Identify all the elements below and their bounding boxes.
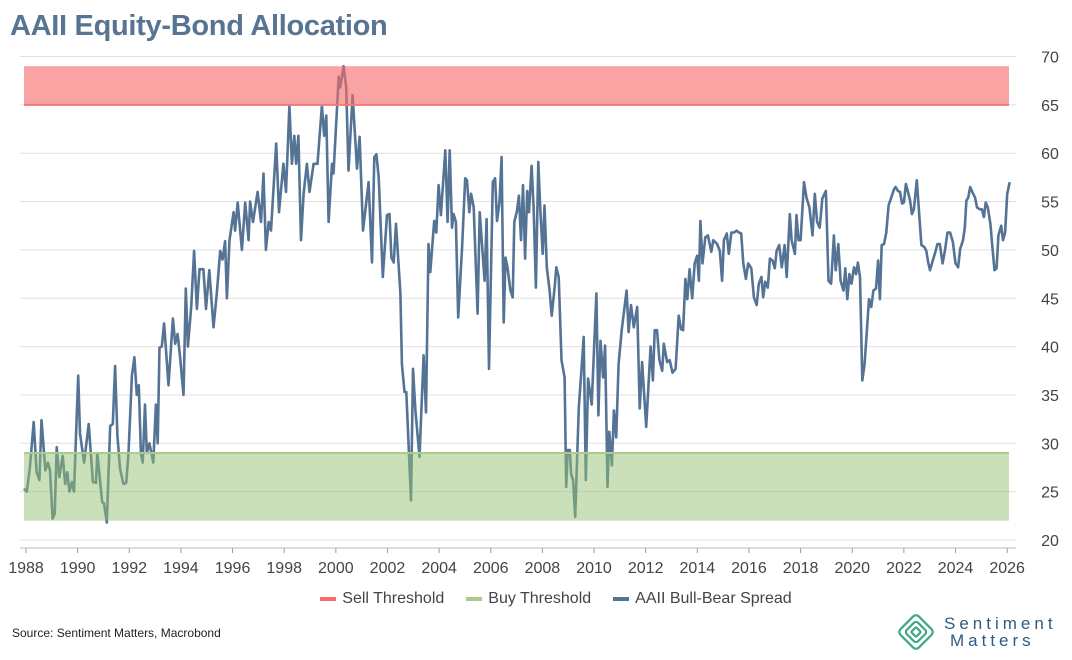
threshold-band-overlays <box>24 66 1009 521</box>
y-tick-label: 45 <box>1041 291 1059 308</box>
x-tick-label: 2012 <box>628 560 664 577</box>
x-tick-label: 2000 <box>318 560 354 577</box>
x-tick-label: 1996 <box>215 560 251 577</box>
legend-swatch-line <box>613 597 630 601</box>
legend-item-bull-bear-spread: AAII Bull-Bear Spread <box>613 590 792 608</box>
y-tick-label: 35 <box>1041 388 1059 405</box>
x-tick-label: 2002 <box>370 560 406 577</box>
y-tick-label: 65 <box>1041 98 1059 115</box>
x-tick-label: 1992 <box>111 560 147 577</box>
y-axis-ticks: 20 25 30 35 40 45 50 55 60 65 70 <box>1041 50 1059 551</box>
y-tick-label: 50 <box>1041 243 1059 260</box>
sentiment-matters-logo: Sentiment Matters <box>896 612 1057 652</box>
y-tick-label: 25 <box>1041 485 1059 502</box>
source-note: Source: Sentiment Matters, Macrobond <box>12 626 221 640</box>
x-axis-ticks: 1988 1990 1992 1994 1996 1998 2000 2002 2004 2006… <box>8 547 1025 577</box>
x-tick-label: 1990 <box>60 560 96 577</box>
y-tick-label: 60 <box>1041 146 1059 163</box>
y-tick-label: 70 <box>1041 50 1059 67</box>
diamond-logo-icon <box>898 614 934 650</box>
x-tick-label: 2010 <box>576 560 612 577</box>
legend-item-buy-threshold: Buy Threshold <box>466 590 591 608</box>
logo-text-line2: Matters <box>950 631 1035 650</box>
x-tick-label: 2004 <box>421 560 457 577</box>
y-tick-label: 20 <box>1041 533 1059 550</box>
x-tick-label: 2008 <box>525 560 561 577</box>
y-tick-label: 30 <box>1041 436 1059 453</box>
y-tick-label: 40 <box>1041 340 1059 357</box>
legend-swatch-buy <box>466 597 483 601</box>
chart-title: AAII Equity-Bond Allocation <box>10 10 388 42</box>
legend: Sell Threshold Buy Threshold AAII Bull-B… <box>0 590 1072 608</box>
x-tick-label: 1988 <box>8 560 44 577</box>
x-tick-label: 2024 <box>938 560 974 577</box>
sell-threshold-band <box>24 66 1009 105</box>
y-tick-label: 55 <box>1041 195 1059 212</box>
x-tick-label: 1994 <box>163 560 199 577</box>
x-tick-label: 2022 <box>886 560 922 577</box>
x-tick-label: 2018 <box>783 560 819 577</box>
series-line-aaii-bull-bear-spread <box>22 64 1011 524</box>
x-tick-label: 2014 <box>680 560 716 577</box>
x-tick-label: 1998 <box>266 560 302 577</box>
x-tick-label: 2026 <box>989 560 1025 577</box>
legend-swatch-sell <box>320 597 337 601</box>
buy-threshold-band <box>24 452 1009 521</box>
legend-label: Sell Threshold <box>342 590 445 607</box>
logo-text-line1: Sentiment <box>944 614 1057 633</box>
x-tick-label: 2020 <box>834 560 870 577</box>
legend-item-sell-threshold: Sell Threshold <box>320 590 444 608</box>
legend-label: Buy Threshold <box>488 590 592 607</box>
x-tick-label: 2016 <box>731 560 767 577</box>
legend-label: AAII Bull-Bear Spread <box>635 590 792 607</box>
x-tick-label: 2006 <box>473 560 509 577</box>
